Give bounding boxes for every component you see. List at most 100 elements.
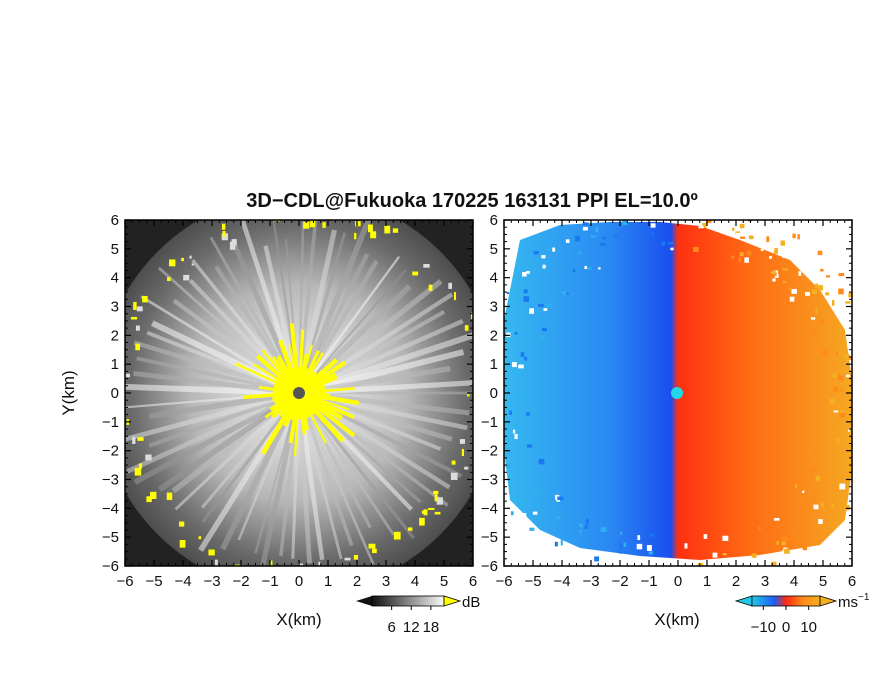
speckle-pixel	[815, 475, 821, 481]
speckle-pixel	[600, 242, 606, 247]
edge-pixel	[344, 576, 349, 579]
colorbar-tick-label: 10	[800, 619, 817, 636]
speckle-pixel	[766, 236, 770, 243]
x-tick-label: 1	[703, 573, 711, 590]
edge-pixel	[408, 527, 413, 531]
speckle-pixel	[805, 291, 810, 296]
speckle-pixel	[866, 329, 872, 332]
speckle-pixel	[619, 543, 624, 549]
edge-pixel	[434, 494, 438, 502]
y-tick-label: −1	[481, 414, 498, 431]
speckle-pixel	[770, 561, 777, 566]
speckle-pixel	[739, 252, 744, 257]
speckle-pixel	[839, 412, 846, 418]
speckle-pixel	[646, 544, 652, 551]
speckle-pixel	[832, 299, 835, 306]
right-colorbar-bar	[751, 595, 821, 607]
speckle-pixel	[820, 268, 824, 272]
speckle-pixel	[485, 394, 488, 397]
x-tick-label: 2	[353, 573, 361, 590]
edge-pixel	[412, 271, 419, 276]
edge-pixel	[344, 557, 351, 561]
speckle-pixel	[853, 449, 857, 453]
speckle-pixel	[509, 410, 512, 416]
edge-pixel	[436, 497, 443, 505]
y-tick-label: 1	[490, 356, 498, 373]
speckle-pixel	[722, 553, 727, 556]
speckle-pixel	[808, 243, 814, 247]
speckle-pixel	[859, 472, 863, 475]
speckle-pixel	[532, 511, 538, 515]
speckle-pixel	[845, 301, 851, 304]
edge-pixel	[481, 347, 487, 352]
beam-ray	[296, 392, 312, 564]
beam-ray	[297, 392, 395, 536]
speckle-pixel	[522, 317, 529, 323]
edge-pixel	[270, 560, 273, 566]
speckle-pixel	[584, 265, 587, 270]
speckle-pixel	[724, 571, 727, 575]
left-radar-site-marker	[293, 387, 305, 399]
left-edge-noise	[125, 220, 487, 579]
speckle-pixel	[800, 265, 805, 271]
edge-pixel	[136, 306, 143, 312]
colorbar-tick-label: 0	[782, 619, 790, 636]
speckle-pixel	[849, 356, 852, 360]
speckle-pixel	[512, 429, 516, 434]
speckle-pixel	[868, 369, 874, 375]
edge-pixel	[135, 343, 140, 351]
speckle-pixel	[818, 519, 823, 525]
edge-pixel	[464, 325, 469, 331]
speckle-pixel	[848, 292, 852, 298]
speckle-pixel	[731, 227, 735, 231]
speckle-pixel	[856, 393, 861, 396]
x-tick-label: −3	[582, 573, 599, 590]
y-tick-label: 6	[111, 212, 119, 229]
edge-pixel	[221, 223, 226, 230]
speckle-pixel	[810, 317, 816, 320]
speckle-pixel	[852, 365, 857, 369]
speckle-pixel	[860, 425, 863, 431]
speckle-pixel	[783, 280, 787, 284]
edge-pixel	[370, 231, 377, 239]
x-tick-label: −4	[553, 573, 570, 590]
x-tick-label: 5	[819, 573, 827, 590]
speckle-pixel	[649, 533, 655, 537]
x-tick-label: −2	[611, 573, 628, 590]
edge-pixel	[354, 232, 357, 240]
speckle-pixel	[813, 332, 818, 336]
y-tick-label: −6	[481, 558, 498, 575]
edge-pixel	[298, 563, 304, 566]
speckle-pixel	[684, 543, 688, 549]
edge-pixel	[137, 437, 144, 441]
left-colorbar-unit: dB	[462, 594, 480, 611]
edge-pixel	[453, 292, 457, 301]
chart-title: 3D−CDL@Fukuoka 170225 163131 PPI EL=10.0…	[246, 190, 698, 212]
speckle-pixel	[571, 549, 578, 552]
speckle-pixel	[735, 232, 741, 236]
speckle-pixel	[780, 240, 786, 246]
speckle-pixel	[584, 525, 588, 529]
edge-pixel	[471, 312, 473, 319]
y-tick-label: 4	[490, 270, 498, 287]
y-tick-label: −4	[481, 500, 498, 517]
edge-pixel	[183, 274, 190, 281]
speckle-pixel	[590, 235, 597, 238]
colorbar-tick-label: 12	[403, 619, 420, 636]
speckle-pixel	[751, 553, 757, 558]
edge-pixel	[181, 257, 184, 262]
speckle-pixel	[703, 534, 708, 539]
speckle-pixel	[683, 215, 688, 217]
speckle-pixel	[788, 536, 794, 540]
speckle-pixel	[856, 489, 859, 494]
beam-ray	[298, 255, 401, 394]
speckle-pixel	[738, 257, 742, 262]
speckle-pixel	[757, 526, 761, 531]
speckle-pixel	[579, 529, 582, 534]
left-x-axis-label: X(km)	[276, 610, 321, 629]
speckle-pixel	[833, 387, 839, 393]
speckle-pixel	[782, 268, 788, 271]
speckle-pixel	[523, 296, 530, 302]
beam-ray	[136, 356, 300, 395]
speckle-pixel	[839, 483, 846, 490]
